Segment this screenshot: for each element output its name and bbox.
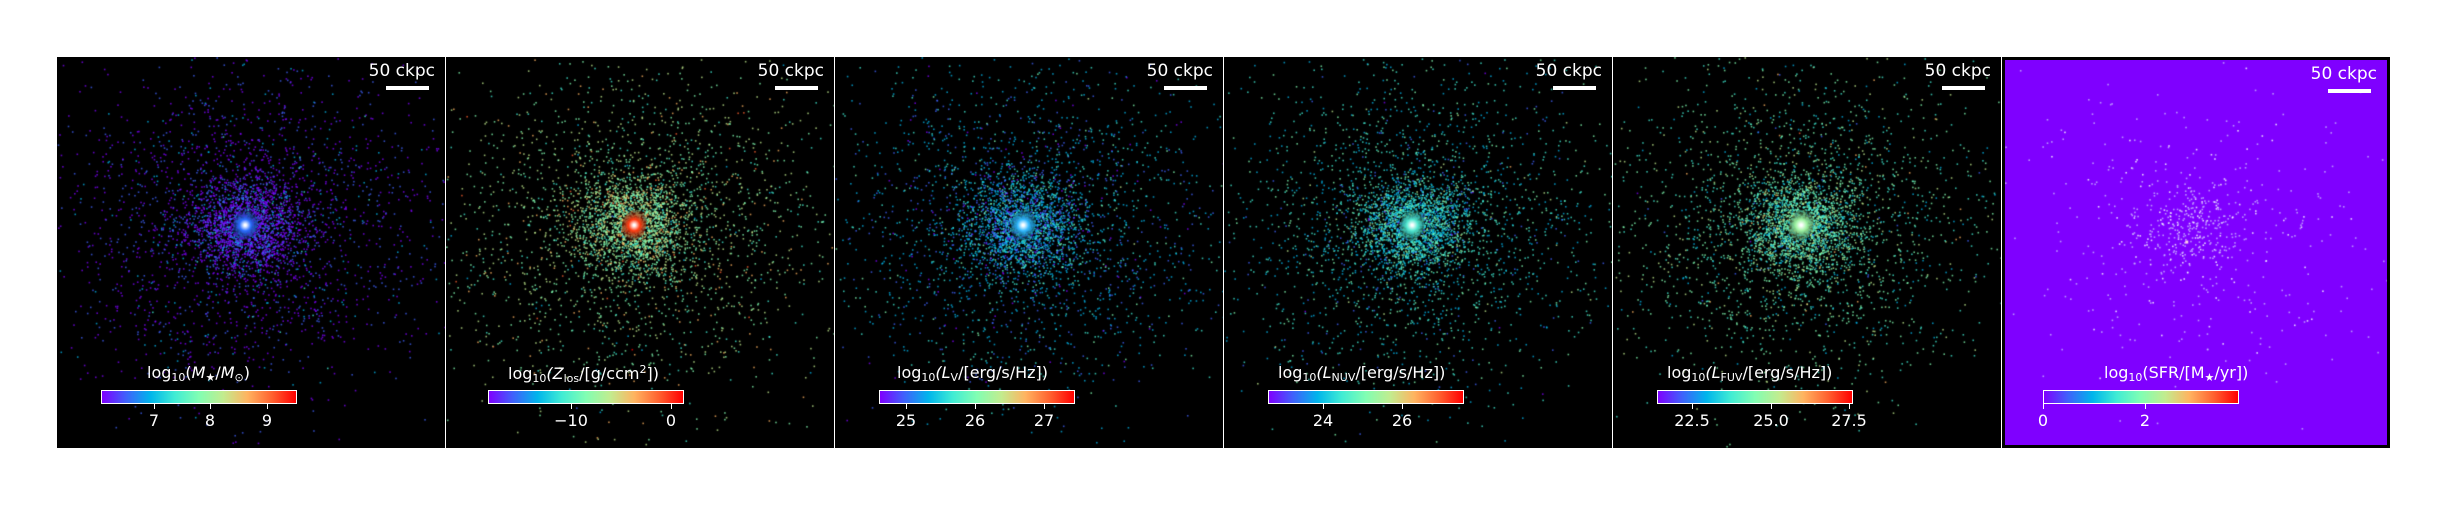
- colorbar-tick-label: 24: [1312, 411, 1334, 430]
- colorbar: [879, 390, 1075, 404]
- panel-metallicity: 50 ckpc log10(Zlos/[g/ccm2]) −10 0: [446, 57, 834, 448]
- colorbar-tick: [671, 403, 672, 409]
- colorbar: [1268, 390, 1464, 404]
- panel-v-luminosity: 50 ckpc log10(LV/[erg/s/Hz]) 25 26 27: [835, 57, 1223, 448]
- colorbar-tick-label: 27: [1033, 411, 1055, 430]
- fuv-luminosity-map: [1613, 57, 2001, 448]
- colorbar-tick-label: 26: [964, 411, 986, 430]
- colorbar-tick-label: 25.0: [1753, 411, 1789, 430]
- colorbar: [1657, 390, 1853, 404]
- colorbar-title: log10(LNUV/[erg/s/Hz]): [1278, 363, 1446, 384]
- scale-label: 50 ckpc: [757, 61, 824, 81]
- scale-label: 50 ckpc: [368, 61, 435, 81]
- scale-label: 50 ckpc: [2310, 64, 2377, 84]
- scale-bar: [1553, 86, 1596, 90]
- scale-bar: [1164, 86, 1207, 90]
- colorbar-tick-label: −10: [554, 411, 588, 430]
- scale-bar: [1942, 86, 1985, 90]
- colorbar-tick: [210, 403, 211, 409]
- colorbar-tick: [975, 403, 976, 409]
- colorbar-tick-label: 26: [1391, 411, 1413, 430]
- colorbar-tick: [1849, 403, 1850, 409]
- colorbar-tick-label: 7: [148, 411, 160, 430]
- colorbar-title: log10(M★/M⊙): [147, 363, 250, 384]
- scale-label: 50 ckpc: [1535, 61, 1602, 81]
- panel-stellar-mass: 50 ckpc log10(M★/M⊙) 7 8 9: [57, 57, 445, 448]
- colorbar-tick-label: 27.5: [1831, 411, 1867, 430]
- colorbar-title: log10(SFR/[M★/yr]): [2104, 363, 2249, 384]
- colorbar-tick: [571, 403, 572, 409]
- scale-bar: [775, 86, 818, 90]
- sfr-map: [2005, 60, 2387, 445]
- colorbar-tick-label: 25: [895, 411, 917, 430]
- colorbar-title: log10(Zlos/[g/ccm2]): [508, 363, 659, 385]
- colorbar-tick: [1771, 403, 1772, 409]
- colorbar-tick-label: 22.5: [1674, 411, 1710, 430]
- colorbar-tick: [1692, 403, 1693, 409]
- colorbar: [488, 390, 684, 404]
- nuv-luminosity-map: [1224, 57, 1612, 448]
- panel-sfr: 50 ckpc log10(SFR/[M★/yr]) 0 2: [2002, 57, 2390, 448]
- colorbar: [2043, 390, 2239, 404]
- colorbar-title: log10(LFUV/[erg/s/Hz]): [1667, 363, 1833, 384]
- colorbar-tick: [154, 403, 155, 409]
- colorbar-tick: [1044, 403, 1045, 409]
- colorbar: [101, 390, 297, 404]
- v-luminosity-map: [835, 57, 1223, 448]
- scale-bar: [386, 86, 429, 90]
- colorbar-tick: [267, 403, 268, 409]
- colorbar-tick-label: 8: [204, 411, 216, 430]
- panel-fuv-luminosity: 50 ckpc log10(LFUV/[erg/s/Hz]) 22.5 25.0…: [1613, 57, 2001, 448]
- colorbar-tick: [1402, 403, 1403, 409]
- colorbar-tick: [1323, 403, 1324, 409]
- colorbar-tick-label: 0: [2037, 411, 2049, 430]
- panel-nuv-luminosity: 50 ckpc log10(LNUV/[erg/s/Hz]) 24 26: [1224, 57, 1612, 448]
- scale-bar: [2328, 89, 2371, 93]
- colorbar-tick-label: 0: [665, 411, 677, 430]
- colorbar-tick: [2043, 403, 2044, 409]
- colorbar-tick-label: 9: [261, 411, 273, 430]
- metallicity-map: [446, 57, 834, 448]
- colorbar-tick-label: 2: [2139, 411, 2151, 430]
- colorbar-tick: [906, 403, 907, 409]
- scale-label: 50 ckpc: [1146, 61, 1213, 81]
- colorbar-title: log10(LV/[erg/s/Hz]): [897, 363, 1049, 384]
- scale-label: 50 ckpc: [1924, 61, 1991, 81]
- colorbar-tick: [2145, 403, 2146, 409]
- stellar-mass-map: [57, 57, 445, 448]
